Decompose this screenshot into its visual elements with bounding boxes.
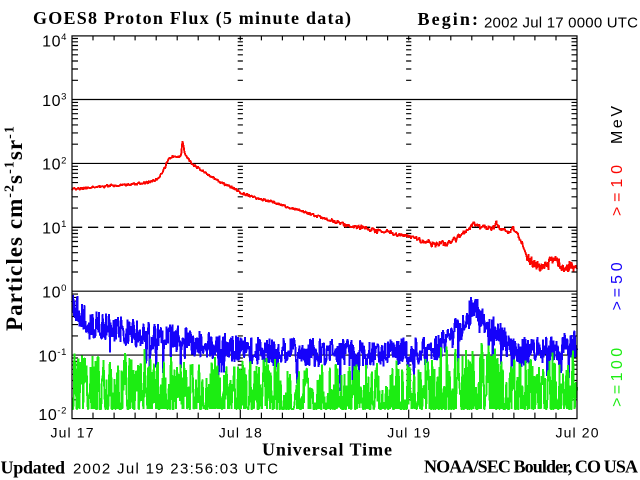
svg-text:Jul 17: Jul 17: [51, 425, 94, 441]
svg-text:104: 104: [42, 32, 67, 50]
svg-text:Jul 18: Jul 18: [219, 425, 262, 441]
svg-text:GOES8 Proton Flux (5 minute da: GOES8 Proton Flux (5 minute data): [33, 8, 351, 29]
svg-text:Jul 20: Jul 20: [556, 425, 599, 441]
svg-text:2002 Jul 17 0000 UTC: 2002 Jul 17 0000 UTC: [484, 14, 638, 31]
svg-text:>=100: >=100: [609, 348, 626, 407]
svg-text:103: 103: [42, 91, 67, 109]
svg-text:101: 101: [42, 219, 67, 237]
svg-text:MeV: MeV: [609, 106, 626, 144]
svg-text:Begin:: Begin:: [418, 9, 479, 29]
svg-text:2002 Jul 19 23:56:03 UTC: 2002 Jul 19 23:56:03 UTC: [73, 460, 278, 477]
svg-text:Jul 19: Jul 19: [387, 425, 430, 441]
svg-text:Universal Time: Universal Time: [262, 439, 392, 459]
svg-text:NOAA/SEC Boulder, CO USA: NOAA/SEC Boulder, CO USA: [424, 457, 638, 477]
svg-text:102: 102: [42, 155, 67, 173]
svg-text:Updated: Updated: [1, 457, 66, 477]
svg-text:Particles cm-2s-1sr-1: Particles cm-2s-1sr-1: [2, 125, 27, 331]
svg-text:100: 100: [42, 283, 67, 301]
